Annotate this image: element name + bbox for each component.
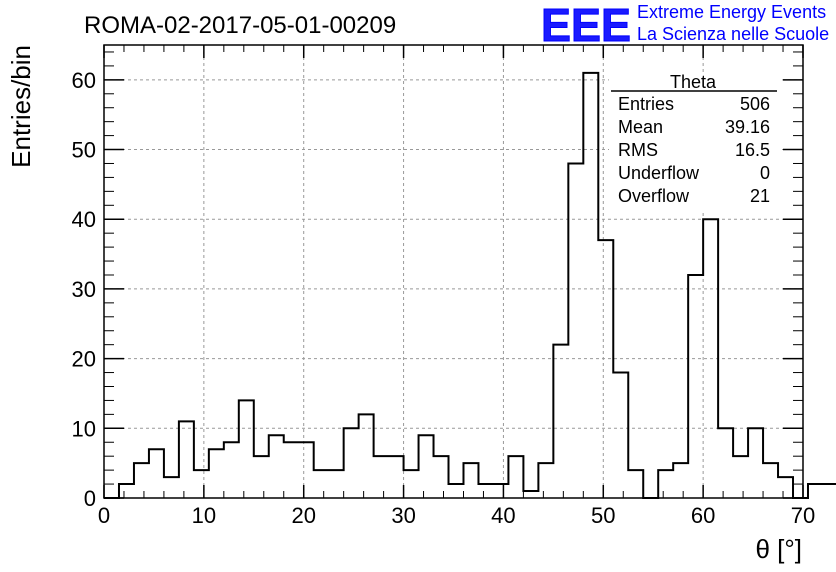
stats-row-value: 0 bbox=[760, 163, 770, 183]
logo-line-2: La Scienza nelle Scuole bbox=[637, 24, 829, 44]
y-axis-title: Entries/bin bbox=[6, 45, 36, 168]
stats-row-label: Underflow bbox=[618, 163, 700, 183]
eee-logo-mark: EEE bbox=[541, 0, 631, 51]
axis-ticks bbox=[103, 45, 804, 499]
stats-row-value: 506 bbox=[740, 94, 770, 114]
x-tick-label: 20 bbox=[291, 503, 315, 528]
x-axis-title: θ [°] bbox=[755, 534, 802, 564]
histogram-outline bbox=[104, 71, 836, 499]
chart-title: ROMA-02-2017-05-01-00209 bbox=[84, 12, 396, 39]
eee-logo: EEE Extreme Energy Events La Scienza nel… bbox=[541, 0, 830, 52]
y-tick-label: 0 bbox=[84, 486, 96, 511]
x-tick-label: 70 bbox=[791, 503, 815, 528]
y-tick-label: 20 bbox=[72, 347, 96, 372]
x-tick-label: 10 bbox=[192, 503, 216, 528]
stats-row-label: Overflow bbox=[618, 186, 690, 206]
y-tick-labels: 0 10 20 30 40 50 60 bbox=[72, 68, 96, 511]
stats-row-value: 39.16 bbox=[725, 117, 770, 137]
x-tick-label: 40 bbox=[491, 503, 515, 528]
stats-row-label: Mean bbox=[618, 117, 663, 137]
stats-box: Theta Entries 506 Mean 39.16 RMS 16.5 Underflo… bbox=[609, 72, 779, 210]
stats-row-label: Entries bbox=[618, 94, 674, 114]
logo-line-1: Extreme Energy Events bbox=[637, 2, 826, 22]
stats-rows: Entries 506 Mean 39.16 RMS 16.5 Underflow 0 Over… bbox=[618, 94, 770, 206]
stats-box-name: Theta bbox=[670, 72, 717, 92]
x-tick-label: 60 bbox=[691, 503, 715, 528]
stats-row-label: RMS bbox=[618, 140, 658, 160]
y-tick-label: 10 bbox=[72, 416, 96, 441]
grid-lines bbox=[104, 45, 803, 498]
y-tick-label: 40 bbox=[72, 207, 96, 232]
x-tick-label: 50 bbox=[591, 503, 615, 528]
x-tick-labels: 0 10 20 30 40 50 60 70 bbox=[98, 503, 815, 528]
y-tick-label: 60 bbox=[72, 68, 96, 93]
x-tick-label: 30 bbox=[391, 503, 415, 528]
stats-box-background bbox=[609, 72, 779, 210]
stats-row-value: 16.5 bbox=[735, 140, 770, 160]
plot-frame bbox=[103, 44, 804, 499]
stats-row-value: 21 bbox=[750, 186, 770, 206]
y-tick-label: 50 bbox=[72, 138, 96, 163]
y-tick-label: 30 bbox=[72, 277, 96, 302]
x-tick-label: 0 bbox=[98, 503, 110, 528]
